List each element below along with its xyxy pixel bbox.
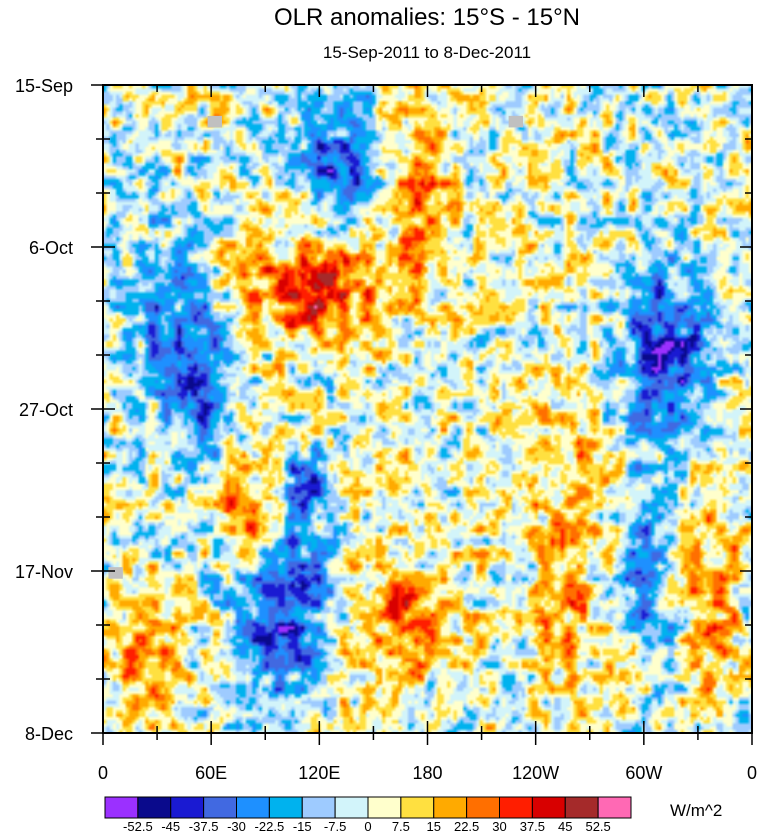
colorbar-units: W/m^2	[670, 801, 722, 820]
plot-area	[91, 84, 753, 745]
colorbar: -52.5 -45 -37.5 -30 -22.5 -15 -7.5 0 7.5 15 22.5 30…	[104, 796, 632, 834]
colorbar-swatch	[334, 796, 369, 819]
y-tick-label: 8-Dec	[25, 724, 73, 744]
colorbar-tick-label: -52.5	[123, 819, 153, 834]
x-tick-label: 180	[412, 763, 442, 783]
colorbar-swatch	[367, 796, 402, 819]
colorbar-swatch	[268, 796, 303, 819]
olr-anomaly-field	[103, 85, 752, 733]
colorbar-tick-label: 30	[492, 819, 506, 834]
missing-data-patch	[207, 115, 222, 128]
colorbar-swatch	[104, 796, 139, 819]
colorbar-swatch	[236, 796, 270, 819]
chart-subtitle: 15-Sep-2011 to 8-Dec-2011	[323, 43, 531, 62]
missing-data-patch	[508, 115, 524, 128]
colorbar-swatch	[400, 796, 435, 819]
colorbar-tick-label: 7.5	[392, 819, 410, 834]
y-tick-label: 6-Oct	[29, 238, 73, 258]
chart-title: OLR anomalies: 15°S - 15°N	[274, 4, 580, 31]
y-tick-label: 17-Nov	[15, 562, 73, 582]
colorbar-tick-label: 52.5	[585, 819, 610, 834]
y-tick-label: 15-Sep	[15, 76, 73, 96]
x-tick-label: 0	[98, 763, 108, 783]
x-tick-label: 0	[747, 763, 757, 783]
missing-data-patch	[108, 567, 123, 579]
x-tick-label: 120W	[512, 763, 559, 783]
missing-data-group	[108, 115, 524, 579]
x-tick-label: 60E	[195, 763, 227, 783]
colorbar-tick-label: 22.5	[454, 819, 479, 834]
x-tick-labels: 0 60E 120E 180 120W 60W 0	[98, 763, 757, 783]
colorbar-tick-label: 15	[427, 819, 441, 834]
colorbar-swatch	[597, 796, 632, 819]
colorbar-tick-label: -30	[227, 819, 246, 834]
colorbar-tick-label: 37.5	[520, 819, 545, 834]
colorbar-tick-label: -22.5	[255, 819, 285, 834]
axis-ticks	[91, 84, 753, 745]
colorbar-tick-label: 45	[558, 819, 572, 834]
colorbar-swatch	[301, 796, 336, 819]
colorbar-tick-label: -15	[293, 819, 312, 834]
colorbar-swatch	[499, 796, 533, 819]
colorbar-swatch	[564, 796, 599, 819]
colorbar-swatch	[531, 796, 566, 819]
colorbar-tick-label: 0	[364, 819, 371, 834]
y-tick-labels: 15-Sep 6-Oct 27-Oct 17-Nov 8-Dec	[15, 76, 73, 744]
colorbar-swatch	[203, 796, 237, 819]
colorbar-swatch	[466, 796, 500, 819]
colorbar-swatch	[170, 796, 205, 819]
y-tick-label: 27-Oct	[19, 400, 73, 420]
colorbar-swatch	[137, 796, 172, 819]
x-tick-label: 60W	[625, 763, 662, 783]
colorbar-tick-label: -37.5	[189, 819, 219, 834]
colorbar-swatch	[433, 796, 468, 819]
x-tick-label: 120E	[298, 763, 340, 783]
colorbar-tick-label: -7.5	[324, 819, 346, 834]
colorbar-tick-label: -45	[161, 819, 180, 834]
